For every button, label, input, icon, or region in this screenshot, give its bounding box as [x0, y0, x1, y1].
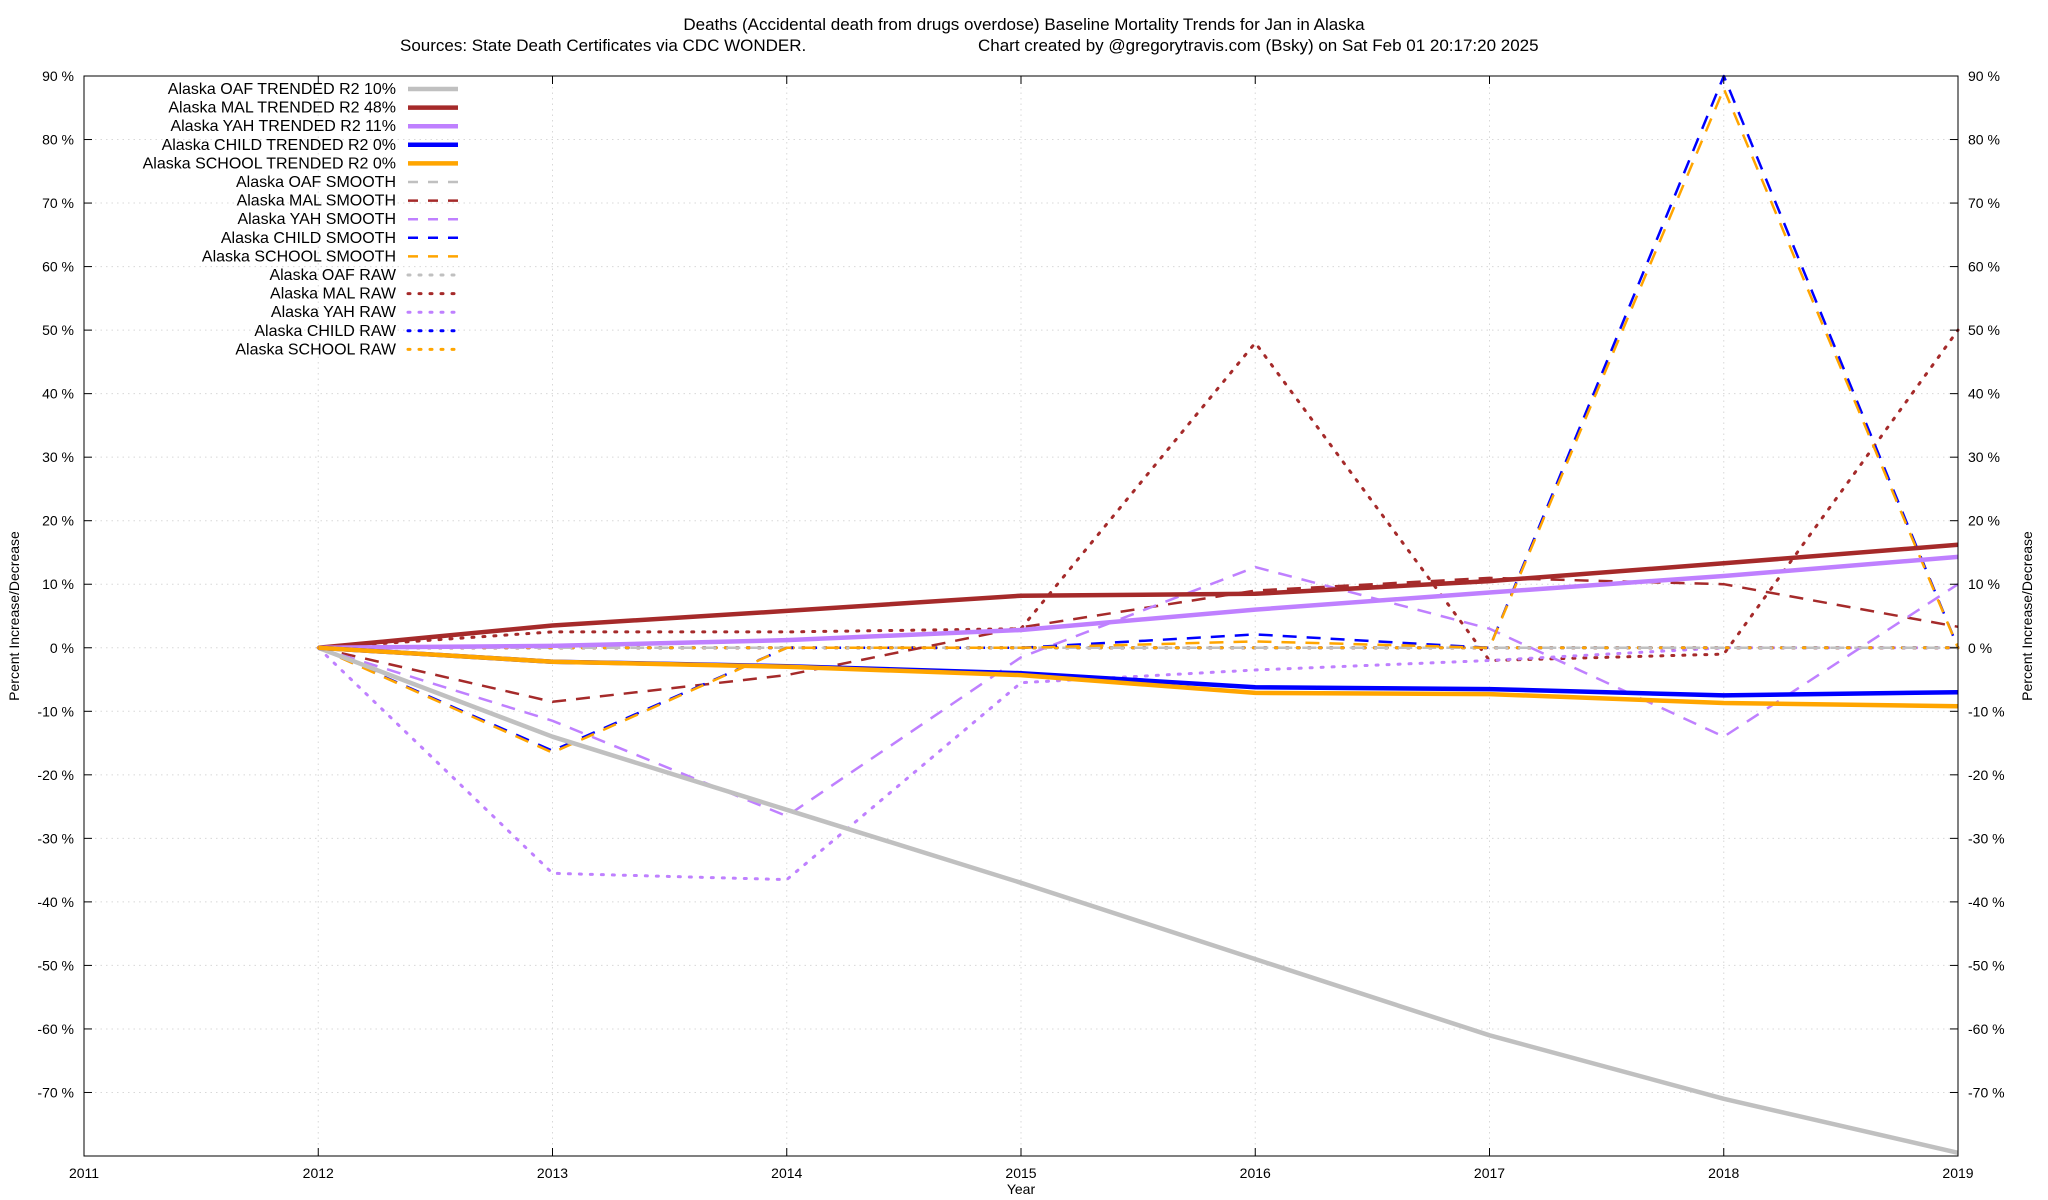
legend-label: Alaska MAL RAW: [270, 286, 397, 303]
series-line-alaska-school-smooth: [317, 87, 1960, 754]
y-tick-label-left: 60 %: [42, 259, 74, 275]
y-tick-label-left: -40 %: [37, 894, 74, 910]
chart-title: Deaths (Accidental death from drugs over…: [683, 15, 1365, 34]
x-tick-label: 2014: [771, 1165, 802, 1181]
y-tick-label-right: 20 %: [1968, 513, 2000, 529]
y-tick-label-right: -60 %: [1968, 1021, 2005, 1037]
x-tick-label: 2012: [303, 1165, 334, 1181]
legend-label: Alaska SCHOOL RAW: [235, 341, 397, 358]
x-tick-label: 2018: [1708, 1165, 1739, 1181]
y-tick-label-right: 60 %: [1968, 259, 2000, 275]
y-tick-label-right: 30 %: [1968, 449, 2000, 465]
legend-label: Alaska CHILD RAW: [254, 323, 397, 340]
x-tick-label: 2013: [537, 1165, 568, 1181]
legend-label: Alaska YAH RAW: [271, 304, 397, 321]
y-tick-label-left: -50 %: [37, 957, 74, 973]
legend: Alaska OAF TRENDED R2 10% Alaska MAL TREN…: [143, 81, 460, 358]
series-line-alaska-yah-smooth: [317, 565, 1959, 818]
y-tick-label-right: 0 %: [1968, 640, 1992, 656]
series-line-alaska-school-trended-r2-0: [318, 645, 1959, 709]
y-tick-label-right: -10 %: [1968, 703, 2005, 719]
legend-label: Alaska MAL TRENDED R2 48%: [168, 100, 396, 117]
y-tick-label-left: -70 %: [37, 1084, 74, 1100]
axis-ticks: 2011 2012 2013 2014 2015 2016 2017 2018 2019 90 %…: [37, 68, 2004, 1181]
legend-label: Alaska OAF TRENDED R2 10%: [168, 81, 396, 98]
y-tick-label-left: 70 %: [42, 195, 74, 211]
y-tick-label-left: -60 %: [37, 1021, 74, 1037]
y-tick-label-right: -30 %: [1968, 830, 2005, 846]
series-line-alaska-mal-trended-r2-48: [318, 542, 1959, 651]
legend-label: Alaska CHILD SMOOTH: [221, 230, 396, 247]
y-tick-label-left: 20 %: [42, 513, 74, 529]
x-tick-label: 2015: [1005, 1165, 1036, 1181]
series-line-alaska-yah-trended-r2-11: [318, 554, 1959, 651]
series-line-alaska-mal-raw: [316, 328, 1960, 662]
legend-label: Alaska MAL SMOOTH: [237, 193, 396, 210]
x-tick-label: 2017: [1474, 1165, 1505, 1181]
y-tick-label-left: -20 %: [37, 767, 74, 783]
series-lines: [316, 74, 1960, 1155]
legend-label: Alaska OAF SMOOTH: [236, 174, 396, 191]
y-tick-label-right: -40 %: [1968, 894, 2005, 910]
legend-label: Alaska CHILD TRENDED R2 0%: [162, 137, 396, 154]
y-tick-label-left: -30 %: [37, 830, 74, 846]
y-tick-label-left: 10 %: [42, 576, 74, 592]
legend-label: Alaska YAH SMOOTH: [237, 211, 396, 228]
x-tick-label: 2016: [1240, 1165, 1271, 1181]
series-line-alaska-child-trended-r2-0: [318, 645, 1959, 698]
x-tick-label: 2011: [69, 1165, 99, 1181]
series-line-alaska-oaf-trended-r2-10: [317, 645, 1959, 1155]
chart-subtitle-source: Sources: State Death Certificates via CD…: [400, 36, 806, 55]
y-tick-label-left: 0 %: [50, 640, 74, 656]
y-tick-label-right: 70 %: [1968, 195, 2000, 211]
y-tick-label-right: 40 %: [1968, 386, 2000, 402]
legend-label: Alaska OAF RAW: [269, 267, 396, 284]
y-tick-label-right: 10 %: [1968, 576, 2000, 592]
y-tick-label-right: 50 %: [1968, 322, 2000, 338]
legend-label: Alaska SCHOOL TRENDED R2 0%: [143, 155, 396, 172]
legend-label: Alaska YAH TRENDED R2 11%: [170, 118, 396, 135]
chart-subtitle-credit: Chart created by @gregorytravis.com (Bsk…: [978, 36, 1539, 55]
x-axis-label: Year: [1007, 1181, 1036, 1197]
y-tick-label-right: -20 %: [1968, 767, 2005, 783]
y-axis-label-left: Percent Increase/Decrease: [6, 531, 22, 701]
y-tick-label-left: 80 %: [42, 132, 74, 148]
series-line-alaska-yah-raw: [316, 646, 1960, 882]
series-line-alaska-child-smooth: [317, 74, 1960, 752]
y-tick-label-right: 90 %: [1968, 68, 2000, 84]
y-tick-label-right: -70 %: [1968, 1084, 2005, 1100]
y-tick-label-left: 40 %: [42, 386, 74, 402]
y-tick-label-right: 80 %: [1968, 132, 2000, 148]
y-tick-label-left: -10 %: [37, 703, 74, 719]
y-tick-label-right: -50 %: [1968, 957, 2005, 973]
y-tick-label-left: 50 %: [42, 322, 74, 338]
y-axis-label-right: Percent Increase/Decrease: [2019, 531, 2035, 701]
y-tick-label-left: 90 %: [42, 68, 74, 84]
grid-lines: [84, 75, 1958, 1156]
legend-label: Alaska SCHOOL SMOOTH: [202, 248, 396, 265]
x-tick-label: 2019: [1942, 1165, 1973, 1181]
y-tick-label-left: 30 %: [42, 449, 74, 465]
